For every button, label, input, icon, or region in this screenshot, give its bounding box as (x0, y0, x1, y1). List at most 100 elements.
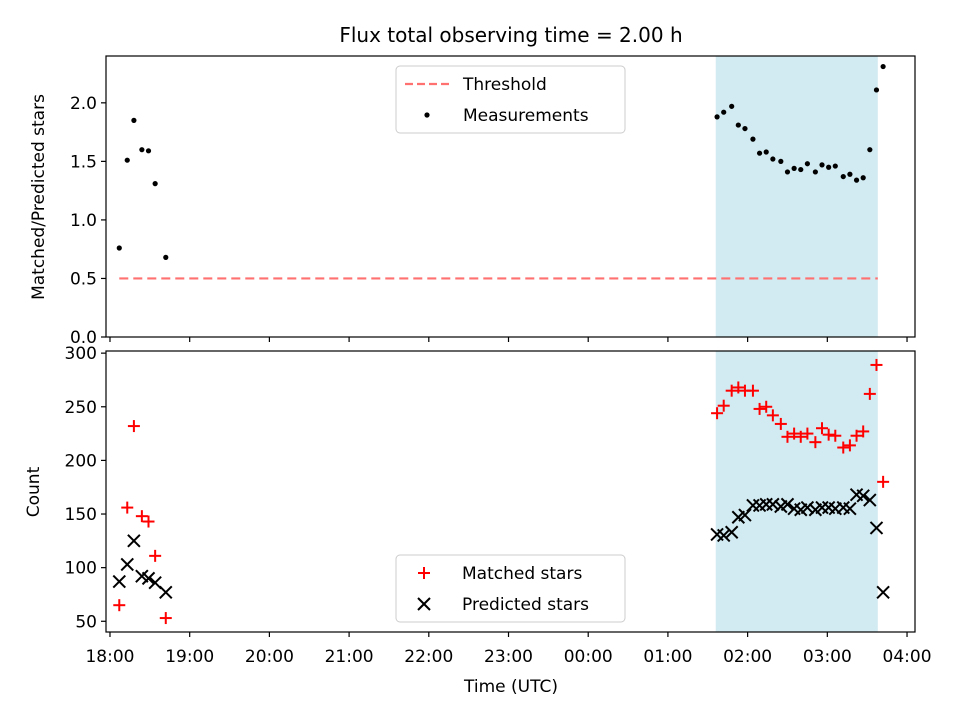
observing-window-shade (715, 56, 878, 337)
y-tick-label: 100 (65, 559, 97, 579)
matched-legend-label: Matched stars (462, 564, 582, 584)
ratio-marks (116, 63, 886, 280)
measurement-point (770, 156, 776, 162)
predicted-legend-swatch (417, 597, 431, 611)
matched-stars-point (127, 420, 140, 433)
predicted-stars-point (120, 557, 134, 572)
measurement-point (729, 103, 735, 109)
matched-stars-point (121, 501, 134, 514)
measurement-point (131, 117, 137, 123)
count-y-ticks: 50 100 150 200 250 300 (65, 344, 106, 632)
y-tick-label: 250 (65, 398, 97, 418)
matched-stars-point (725, 384, 738, 397)
matched-legend-swatch (418, 567, 430, 579)
predicted-stars-point (800, 500, 815, 515)
x-tick-label: 00:00 (564, 647, 613, 667)
y-tick-label: 2.0 (70, 94, 97, 114)
matched-stars-point (843, 439, 856, 452)
y-tick-label: 1.0 (70, 211, 97, 231)
threshold-legend-label: Threshold (462, 75, 547, 95)
measurement-point (784, 169, 791, 175)
count-x-ticks: 18:00 19:00 20:00 21:00 22:00 23:00 00:00 01:00… (85, 632, 932, 667)
x-tick-label: 22:00 (404, 647, 453, 667)
x-tick-label: 18:00 (85, 647, 134, 667)
y-tick-label: 200 (65, 451, 97, 471)
measurement-point (145, 148, 152, 154)
ratio-x-ticks (109, 337, 908, 342)
matched-stars-point (877, 475, 890, 488)
matched-stars-point (746, 384, 759, 397)
measurement-point (756, 150, 763, 156)
measurement-point (867, 147, 873, 153)
measurement-point (847, 171, 853, 177)
matched-stars-point (829, 429, 842, 442)
measurement-point (742, 125, 748, 132)
measurement-point (819, 162, 825, 168)
predicted-stars-point (780, 497, 795, 512)
matched-stars-point (711, 407, 724, 420)
x-tick-label: 01:00 (643, 647, 692, 667)
matched-stars-point (717, 399, 730, 412)
matched-stars-point (837, 441, 850, 454)
predicted-stars-point (863, 493, 877, 507)
matched-stars-point (781, 430, 794, 443)
count-marks (112, 358, 890, 625)
measurement-point (152, 181, 158, 187)
matched-stars-point (863, 387, 876, 400)
x-tick-label: 19:00 (165, 647, 214, 667)
count-panel: 50 100 150 200 250 300 18:00 19:00 20:00 21:00 22… (24, 344, 932, 697)
measurement-point (139, 147, 145, 153)
measurement-point (873, 87, 880, 93)
y-tick-label: 150 (65, 505, 97, 525)
measurement-point (116, 245, 122, 251)
count-legend-box (395, 554, 626, 623)
predicted-legend-label: Predicted stars (462, 595, 589, 615)
predicted-stars-point (876, 585, 890, 600)
count-legend: Matched stars Predicted stars (395, 554, 626, 623)
matched-stars-point (857, 425, 870, 438)
predicted-stars-point (738, 508, 752, 522)
measurements-legend-swatch (424, 112, 430, 118)
measurement-point (124, 157, 130, 163)
x-tick-label: 03:00 (803, 647, 852, 667)
measurement-point (812, 169, 818, 175)
predicted-stars-point (141, 571, 156, 586)
measurement-point (832, 163, 838, 169)
measurement-point (714, 114, 720, 120)
predicted-stars-point (127, 534, 141, 548)
measurement-point (826, 164, 832, 170)
matched-stars-point (774, 417, 787, 430)
matched-stars-point (809, 436, 822, 449)
ratio-panel: 0.00.51.01.52.0 Matched/Predicted stars … (29, 55, 916, 348)
ratio-legend: Threshold Measurements (395, 65, 626, 134)
measurement-point (798, 166, 804, 173)
ratio-plot-frame (105, 55, 916, 338)
predicted-stars-point (148, 575, 162, 590)
matched-stars-point (816, 422, 829, 435)
x-tick-label: 23:00 (484, 647, 533, 667)
matched-stars-point (794, 430, 807, 443)
x-tick-label: 04:00 (883, 647, 932, 667)
measurement-point (735, 122, 741, 128)
predicted-stars-point (159, 585, 173, 600)
predicted-stars-point (869, 521, 884, 535)
matched-stars-point (753, 402, 766, 415)
y-tick-label: 50 (75, 612, 97, 632)
matched-stars-point (135, 510, 148, 523)
matched-stars-point (788, 427, 801, 440)
matched-stars-point (801, 427, 814, 440)
matched-stars-point (822, 428, 835, 441)
measurement-point (860, 175, 866, 181)
matched-stars-point (870, 358, 883, 371)
measurement-point (763, 149, 769, 155)
matched-stars-point (159, 612, 172, 625)
measurement-point (880, 63, 886, 70)
measurement-point (778, 158, 784, 164)
ratio-legend-box (395, 65, 626, 134)
x-tick-label: 20:00 (245, 647, 294, 667)
matched-stars-point (760, 400, 773, 413)
predicted-stars-point (717, 528, 731, 543)
count-y-axis-label: Count (24, 466, 44, 517)
measurement-point (721, 109, 727, 115)
measurements-legend-label: Measurements (463, 106, 589, 126)
